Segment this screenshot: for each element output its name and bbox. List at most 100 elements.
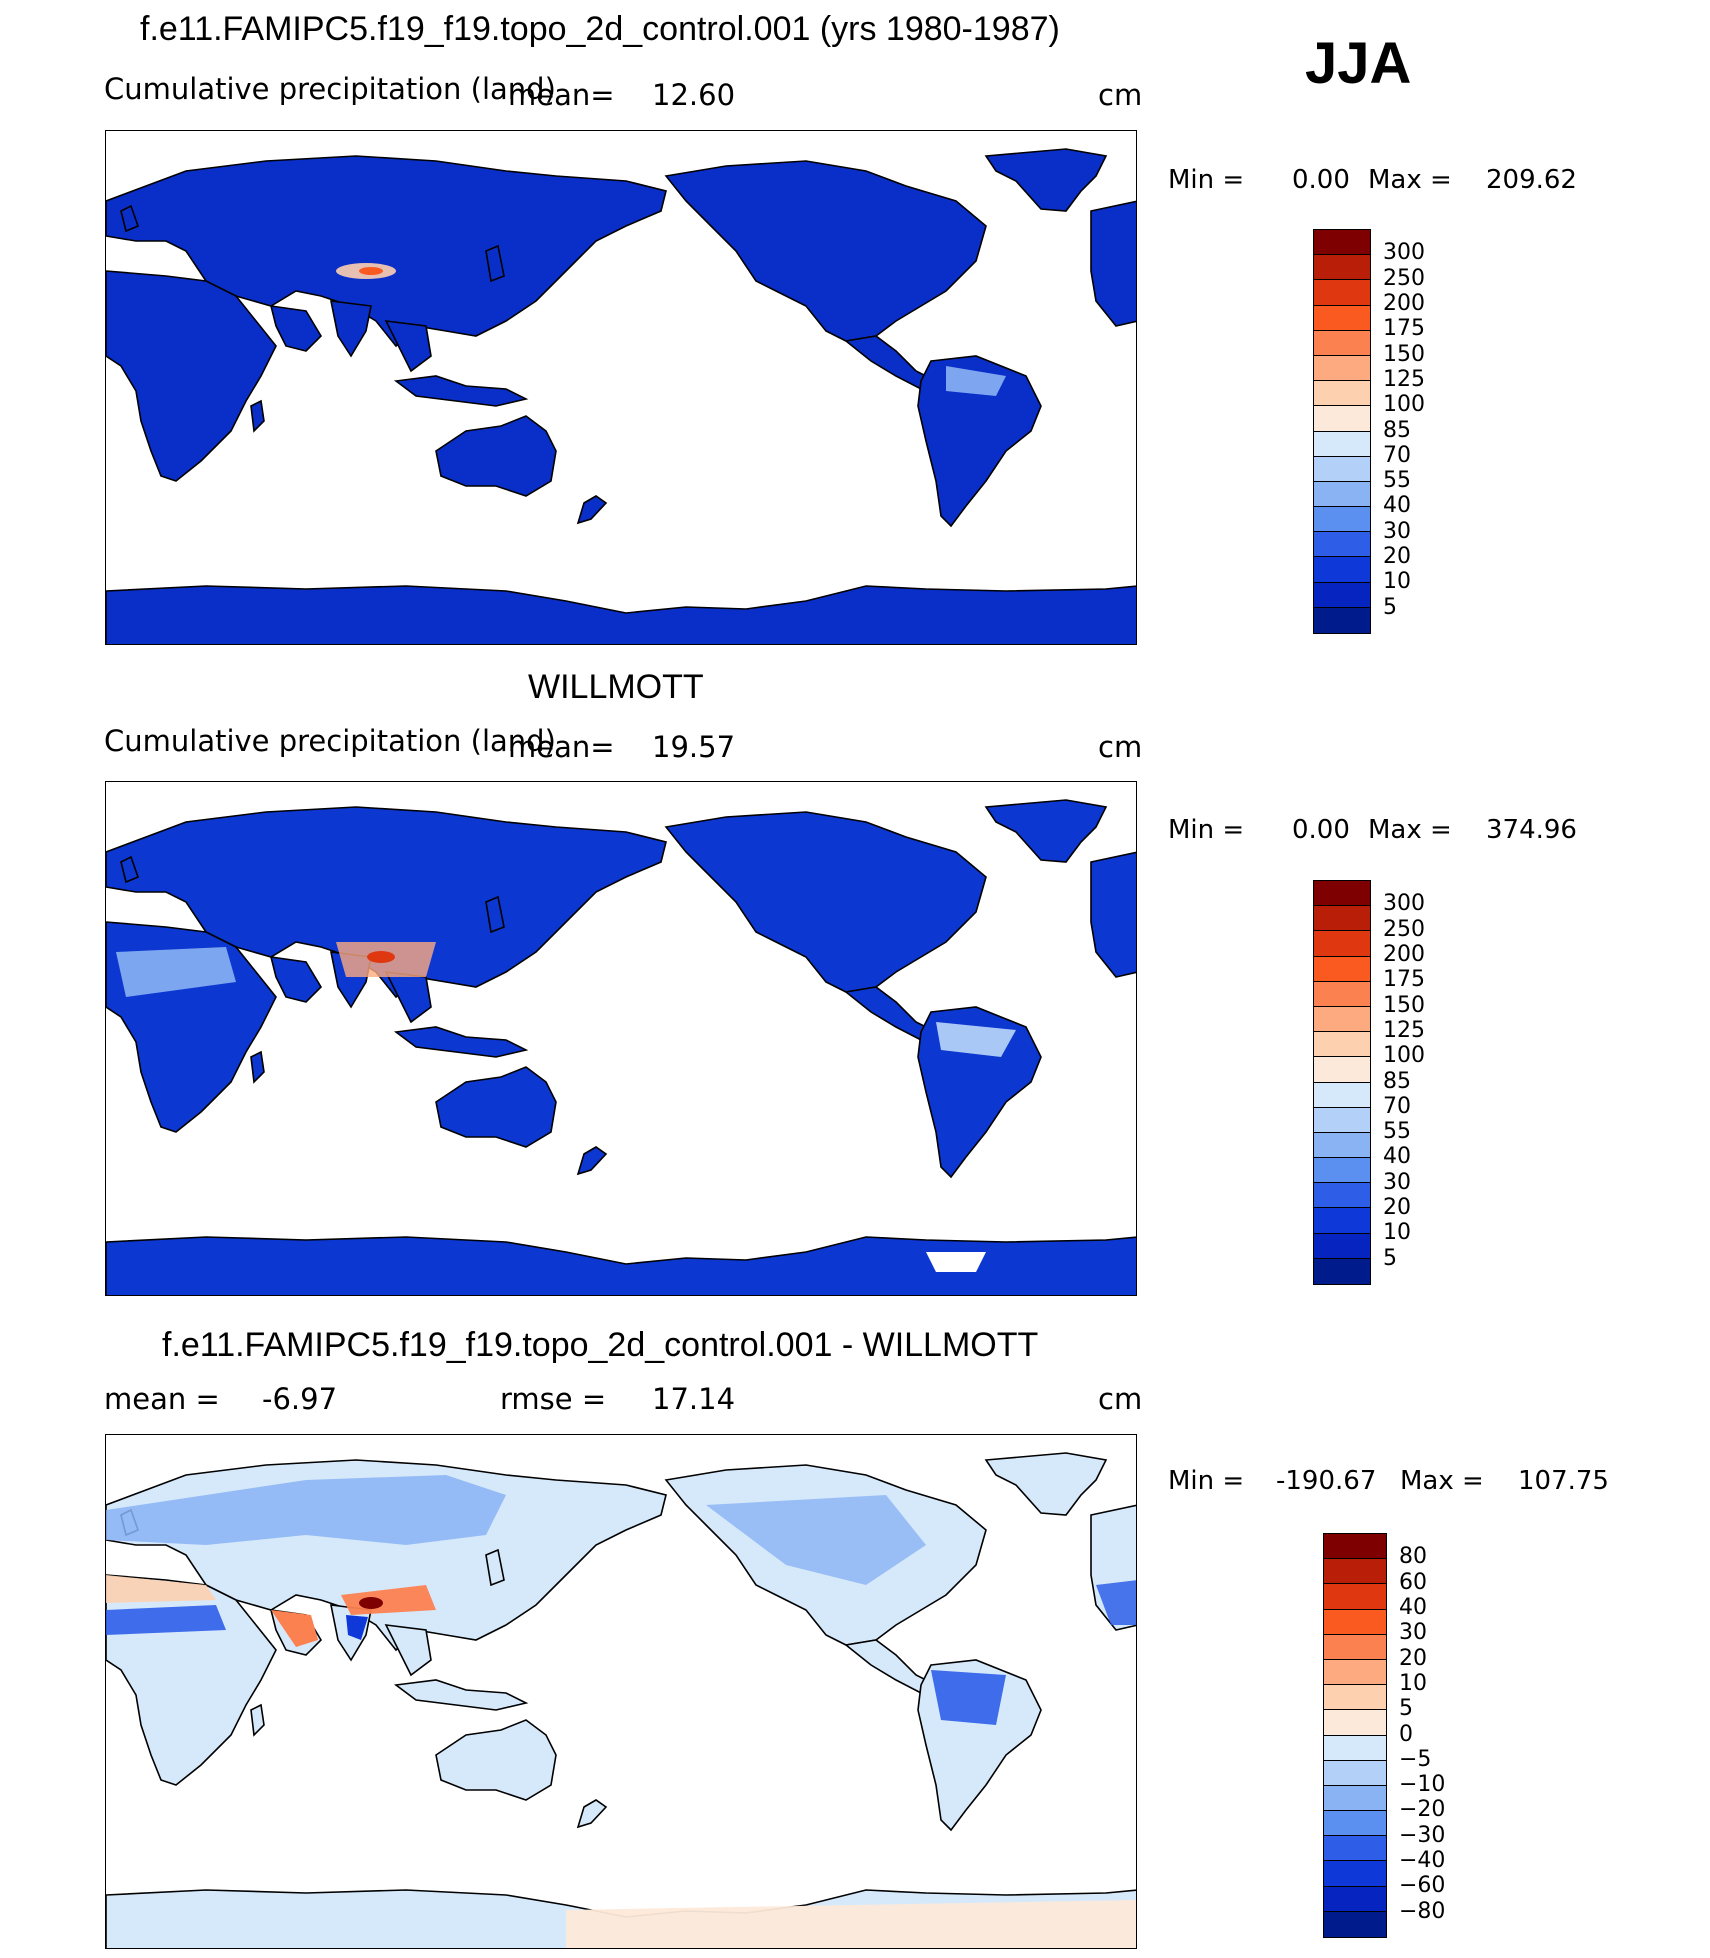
- greenland: [984, 799, 1108, 863]
- british-isles: [120, 855, 140, 884]
- panel3-title: f.e11.FAMIPC5.f19_f19.topo_2d_control.00…: [162, 1326, 1039, 1364]
- antarctica: [106, 1236, 1136, 1295]
- panel1-mean-label: mean=: [508, 78, 615, 112]
- amazon-blue-anomaly: [931, 1670, 1006, 1725]
- colorbar-segment: [1314, 1233, 1370, 1259]
- colorbar-tick-label: −30: [1399, 1822, 1446, 1848]
- panel1-min-label: Min =: [1168, 165, 1245, 195]
- colorbar-tick-label: 250: [1383, 916, 1425, 942]
- panel2-max-label: Max =: [1368, 815, 1452, 845]
- colorbar-segment: [1314, 1258, 1370, 1284]
- panel1-colorbar: [1313, 229, 1371, 634]
- colorbar-tick-label: 55: [1383, 468, 1411, 494]
- colorbar-segment: [1324, 1886, 1386, 1912]
- panel1-land: [106, 148, 1136, 644]
- colorbar-segment: [1324, 1861, 1386, 1887]
- panel2-variable-label: Cumulative precipitation (land): [104, 724, 556, 758]
- colorbar-segment: [1314, 381, 1370, 407]
- europe-blue-anomaly: [1096, 1580, 1136, 1625]
- southeast-asia: [384, 320, 432, 373]
- madagascar: [250, 399, 265, 433]
- panel1-min-value: 0.00: [1292, 165, 1350, 195]
- greenland: [984, 148, 1108, 212]
- colorbar-segment: [1314, 330, 1370, 356]
- panel3-min-value: -190.67: [1276, 1466, 1377, 1496]
- colorbar-segment: [1314, 355, 1370, 382]
- panel3-units: cm: [1098, 1382, 1143, 1416]
- sahara-red-anomaly: [106, 1575, 216, 1603]
- colorbar-tick-label: 5: [1399, 1696, 1413, 1722]
- panel2-min-label: Min =: [1168, 815, 1245, 845]
- amazon-highlight: [946, 366, 1006, 396]
- arabia: [269, 305, 323, 352]
- colorbar-segment: [1324, 1811, 1386, 1837]
- colorbar-tick-label: 60: [1399, 1569, 1427, 1595]
- arabia-red-anomaly: [271, 1610, 318, 1647]
- colorbar-segment: [1314, 305, 1370, 331]
- colorbar-segment: [1314, 1132, 1370, 1159]
- colorbar-tick-label: −20: [1399, 1797, 1446, 1823]
- colorbar-tick-label: 20: [1399, 1645, 1427, 1671]
- panel3-rmse-value: 17.14: [652, 1382, 736, 1416]
- colorbar-tick-label: 70: [1383, 1093, 1411, 1119]
- colorbar-segment: [1314, 1032, 1370, 1058]
- panel2-units: cm: [1098, 730, 1143, 764]
- panel1-mean-value: 12.60: [652, 78, 736, 112]
- colorbar-tick-label: 40: [1399, 1594, 1427, 1620]
- colorbar-segment: [1324, 1559, 1386, 1585]
- tibet-core: [359, 267, 383, 275]
- colorbar-segment: [1314, 956, 1370, 982]
- british-isles: [120, 204, 140, 233]
- colorbar-segment: [1314, 607, 1370, 633]
- southeast-asia: [384, 971, 432, 1024]
- australia: [435, 1066, 557, 1148]
- new-zealand: [576, 1799, 608, 1829]
- colorbar-tick-label: 250: [1383, 265, 1425, 291]
- colorbar-tick-label: 10: [1399, 1670, 1427, 1696]
- colorbar-segment: [1314, 255, 1370, 281]
- colorbar-tick-label: 300: [1383, 891, 1425, 917]
- colorbar-tick-label: 20: [1383, 544, 1411, 570]
- panel3-map: [105, 1434, 1137, 1949]
- panel2-map: [105, 781, 1137, 1296]
- new-zealand: [576, 495, 608, 525]
- colorbar-tick-label: 200: [1383, 290, 1425, 316]
- colorbar-segment: [1314, 1183, 1370, 1209]
- panel2-max-value: 374.96: [1486, 815, 1577, 845]
- colorbar-segment: [1324, 1584, 1386, 1610]
- colorbar-tick-label: 200: [1383, 941, 1425, 967]
- colorbar-segment: [1324, 1836, 1386, 1862]
- new-zealand: [576, 1146, 608, 1176]
- colorbar-segment: [1314, 280, 1370, 306]
- colorbar-segment: [1324, 1685, 1386, 1711]
- arabia: [269, 956, 323, 1003]
- africa: [106, 270, 277, 482]
- india: [329, 300, 372, 358]
- antarctica-dry: [926, 1252, 986, 1272]
- indonesia: [393, 1679, 529, 1711]
- panel3-max-label: Max =: [1400, 1466, 1484, 1496]
- south-america: [917, 355, 1042, 528]
- colorbar-tick-label: 80: [1399, 1544, 1427, 1570]
- colorbar-tick-label: −80: [1399, 1898, 1446, 1924]
- panel1-max-value: 209.62: [1486, 165, 1577, 195]
- colorbar-segment: [1324, 1785, 1386, 1812]
- colorbar-segment: [1314, 557, 1370, 583]
- colorbar-tick-label: 10: [1383, 1220, 1411, 1246]
- north-america: [664, 811, 987, 993]
- panel3-colorbar: [1323, 1533, 1387, 1938]
- colorbar-tick-label: −10: [1399, 1772, 1446, 1798]
- japan: [485, 1548, 505, 1587]
- panel1-map: [105, 130, 1137, 645]
- monsoon-core-anomaly: [359, 1597, 383, 1609]
- panel2-land: [106, 799, 1136, 1295]
- panel2-mean-value: 19.57: [652, 730, 736, 764]
- europe-east: [1090, 851, 1136, 978]
- colorbar-segment: [1324, 1710, 1386, 1736]
- colorbar-segment: [1314, 906, 1370, 932]
- colorbar-segment: [1324, 1534, 1386, 1560]
- antarctica: [106, 585, 1136, 644]
- africa-wet-band: [116, 947, 236, 997]
- panel3-min-label: Min =: [1168, 1466, 1245, 1496]
- colorbar-tick-label: 150: [1383, 992, 1425, 1018]
